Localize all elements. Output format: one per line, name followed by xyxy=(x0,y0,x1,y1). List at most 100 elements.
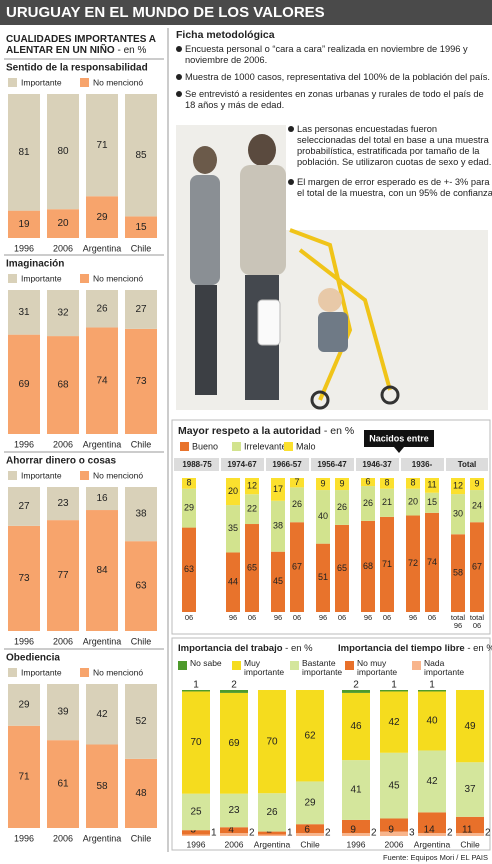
bar-segment xyxy=(226,552,240,612)
bar-segment xyxy=(220,833,248,836)
bar-segment xyxy=(470,490,484,523)
bar-segment xyxy=(335,490,349,525)
title-bar xyxy=(0,0,492,25)
x-tick-label: 1996 xyxy=(187,839,206,849)
bar-segment xyxy=(296,833,324,836)
bar-segment xyxy=(418,812,446,834)
value-label: 73 xyxy=(18,573,30,584)
bar-segment xyxy=(220,690,248,693)
value-label: 73 xyxy=(135,376,147,387)
legend-swatch xyxy=(8,668,17,677)
bar-segment xyxy=(86,684,118,745)
group-label: 1956-47 xyxy=(317,460,347,469)
bar-segment xyxy=(380,478,394,489)
value-label: 29 xyxy=(304,797,316,808)
bar-segment xyxy=(271,478,285,501)
value-label: 40 xyxy=(318,511,328,521)
value-label: 42 xyxy=(96,709,108,720)
legend-label: No muy importante xyxy=(357,658,398,677)
bar-segment xyxy=(418,750,446,813)
x-tick-label: Chile xyxy=(131,636,152,646)
bar-segment xyxy=(245,524,259,612)
section-box xyxy=(171,637,491,851)
bar-segment xyxy=(470,478,484,491)
value-label: 1 xyxy=(211,828,217,839)
bar-segment xyxy=(182,488,196,528)
legend-swatch xyxy=(8,471,17,480)
value-label: 19 xyxy=(18,219,30,230)
group-label: 1988-75 xyxy=(182,460,212,469)
bar-segment xyxy=(470,522,484,612)
chart-title: Importancia del trabajo - en % xyxy=(178,643,313,654)
x-tick-label: Argentina xyxy=(83,833,122,843)
value-label: 27 xyxy=(18,501,30,512)
x-tick-label: Chile xyxy=(131,243,152,253)
value-label: 38 xyxy=(273,521,283,531)
bar-segment xyxy=(342,760,370,820)
x-tick-label: 2006 xyxy=(53,439,73,449)
bar-segment xyxy=(296,690,324,782)
value-label: 67 xyxy=(292,561,302,571)
bar-segment xyxy=(182,834,210,836)
x-tick-label: 1996 xyxy=(347,839,366,849)
x-tick-label: Argentina xyxy=(83,636,122,646)
legend-swatch xyxy=(180,442,189,451)
value-label: 20 xyxy=(408,496,418,506)
bar-segment xyxy=(245,494,259,525)
bar-segment xyxy=(8,94,40,211)
x-tick-label: total 96 xyxy=(450,613,466,630)
value-label: 65 xyxy=(247,562,257,572)
chart-title: Importancia del tiempo libre - en % xyxy=(338,643,492,654)
legend-label: No mencionó xyxy=(93,667,143,677)
value-label: 84 xyxy=(96,565,108,576)
bar-segment xyxy=(296,824,324,834)
bar-segment xyxy=(316,543,330,612)
bar-segment xyxy=(418,691,446,751)
value-label: 2 xyxy=(249,828,255,839)
value-label: 61 xyxy=(57,779,69,790)
x-tick-label: 1996 xyxy=(14,243,34,253)
value-label: 38 xyxy=(135,509,147,520)
bar-segment xyxy=(271,551,285,612)
chart-title: Obediencia xyxy=(6,653,60,664)
value-label: 20 xyxy=(228,486,238,496)
value-label: 22 xyxy=(247,504,257,514)
bar-segment xyxy=(316,478,330,491)
bar-segment xyxy=(418,690,446,692)
value-label: 81 xyxy=(18,147,30,158)
value-label: 67 xyxy=(472,561,482,571)
value-label: 48 xyxy=(135,788,147,799)
x-tick-label: Argentina xyxy=(83,439,122,449)
ficha-item: Muestra de 1000 casos, representativa de… xyxy=(176,72,492,83)
bar-segment xyxy=(425,478,439,493)
value-label: 41 xyxy=(350,785,362,796)
value-label: 9 xyxy=(339,478,344,488)
bar-segment xyxy=(342,690,370,693)
bar-segment xyxy=(361,486,375,521)
bar-segment xyxy=(425,512,439,612)
value-label: 9 xyxy=(320,478,325,488)
bar-segment xyxy=(258,831,286,835)
x-tick-label: 96 xyxy=(273,613,283,622)
value-label: 16 xyxy=(96,493,108,504)
bar-segment xyxy=(47,520,79,631)
value-label: 9 xyxy=(350,825,356,836)
value-label: 63 xyxy=(184,564,194,574)
value-label: 21 xyxy=(382,497,392,507)
value-label: 3 xyxy=(409,828,415,839)
bar-segment xyxy=(125,684,157,759)
legend-swatch xyxy=(178,661,187,670)
value-label: 9 xyxy=(474,478,479,488)
chart-title: Ahorrar dinero o cosas xyxy=(6,456,116,467)
x-tick-label: 96 xyxy=(318,613,328,622)
value-label: 15 xyxy=(427,497,437,507)
x-tick-label: 2006 xyxy=(53,243,73,253)
value-label: 29 xyxy=(18,700,30,711)
x-tick-label: total 06 xyxy=(469,613,485,630)
bar-segment xyxy=(456,816,484,834)
title-text: Importancia del trabajo xyxy=(178,643,283,654)
bar-segment xyxy=(47,684,79,741)
value-label: 12 xyxy=(247,480,257,490)
ficha-item: Encuesta personal o “cara a cara” realiz… xyxy=(176,44,492,66)
